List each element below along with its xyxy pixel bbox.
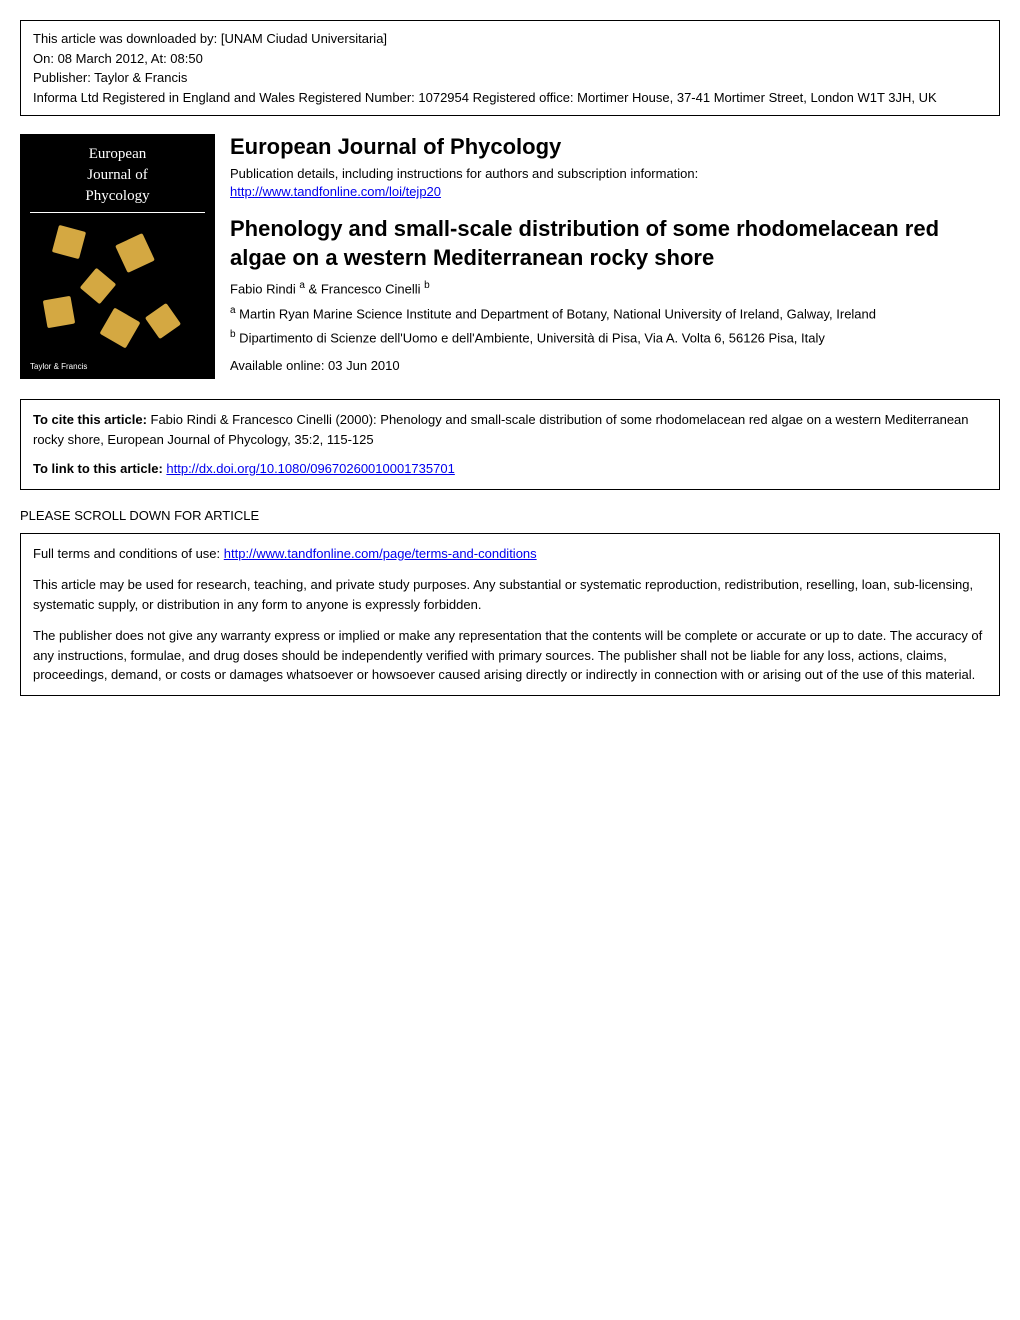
cite-article: To cite this article: Fabio Rindi & Fran… <box>33 410 987 449</box>
terms-para-1: This article may be used for research, t… <box>33 575 987 614</box>
cover-shape-icon <box>145 303 181 339</box>
main-section: European Journal of Phycology Taylor & F… <box>20 134 1000 379</box>
link-article: To link to this article: http://dx.doi.o… <box>33 459 987 479</box>
publisher: Publisher: Taylor & Francis <box>33 68 987 88</box>
registered-office: Informa Ltd Registered in England and Wa… <box>33 88 987 108</box>
affiliation-a: a Martin Ryan Marine Science Institute a… <box>230 303 1000 324</box>
terms-box: Full terms and conditions of use: http:/… <box>20 533 1000 696</box>
article-info: European Journal of Phycology Publicatio… <box>230 134 1000 379</box>
journal-title: European Journal of Phycology <box>230 134 1000 160</box>
download-date: On: 08 March 2012, At: 08:50 <box>33 49 987 69</box>
terms-para-2: The publisher does not give any warranty… <box>33 626 987 685</box>
terms-link[interactable]: http://www.tandfonline.com/page/terms-an… <box>224 546 537 561</box>
available-online: Available online: 03 Jun 2010 <box>230 358 1000 373</box>
citation-box: To cite this article: Fabio Rindi & Fran… <box>20 399 1000 490</box>
cover-footer: Taylor & Francis <box>30 362 87 371</box>
doi-link[interactable]: http://dx.doi.org/10.1080/09670260010001… <box>166 461 454 476</box>
cover-shape-icon <box>115 233 155 273</box>
journal-cover: European Journal of Phycology Taylor & F… <box>20 134 215 379</box>
article-title: Phenology and small-scale distribution o… <box>230 215 1000 272</box>
terms-link-line: Full terms and conditions of use: http:/… <box>33 544 987 564</box>
journal-link[interactable]: http://www.tandfonline.com/loi/tejp20 <box>230 184 441 199</box>
cover-shape-icon <box>100 308 141 349</box>
publication-details: Publication details, including instructi… <box>230 166 1000 181</box>
cover-title: European Journal of Phycology <box>30 144 205 213</box>
scroll-notice: PLEASE SCROLL DOWN FOR ARTICLE <box>20 508 1000 523</box>
cover-shapes <box>30 223 205 373</box>
cover-shape-icon <box>43 296 75 328</box>
cover-shape-icon <box>52 225 86 259</box>
cover-shape-icon <box>80 268 117 305</box>
affiliation-b: b Dipartimento di Scienze dell'Uomo e de… <box>230 327 1000 348</box>
download-info-box: This article was downloaded by: [UNAM Ci… <box>20 20 1000 116</box>
authors: Fabio Rindi a & Francesco Cinelli b <box>230 280 1000 296</box>
download-by: This article was downloaded by: [UNAM Ci… <box>33 29 987 49</box>
